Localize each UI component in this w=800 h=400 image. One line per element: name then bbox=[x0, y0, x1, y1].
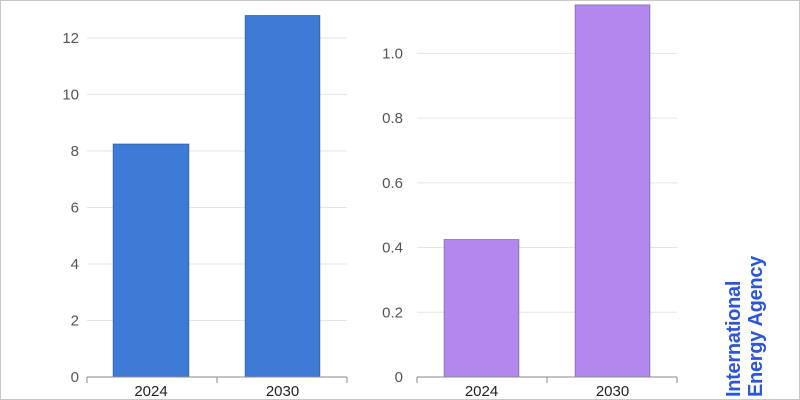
chart-1-x-tick-label: 2024 bbox=[134, 383, 167, 400]
chart-1-bar-2024 bbox=[112, 143, 190, 378]
chart-2: 0 0.2 0.4 0.6 0.8 1.0 2024 2030 bbox=[382, 4, 678, 400]
chart-1-y-tick-label: 10 bbox=[62, 86, 79, 103]
chart-1-bar-2030 bbox=[244, 14, 321, 378]
chart-1-y-tick-label: 12 bbox=[62, 30, 79, 47]
iea-logo: International Energy Agency bbox=[719, 247, 775, 397]
chart-1-y-tick-label: 2 bbox=[71, 312, 79, 329]
logo-line-1: International bbox=[723, 280, 745, 397]
chart-2-y-tick-label: 1.0 bbox=[382, 45, 403, 62]
chart-2-x-tick-label: 2030 bbox=[596, 383, 629, 400]
chart-2-y-tick-label: 0 bbox=[395, 369, 403, 386]
chart-2-bar-2024 bbox=[443, 239, 520, 378]
chart-1-y-tick-label: 4 bbox=[71, 256, 79, 273]
chart-1-y-tick-label: 6 bbox=[71, 199, 79, 216]
chart-1-y-tick-label: 0 bbox=[71, 369, 79, 386]
chart-1: 0 2 4 6 8 10 12 2024 2030 bbox=[62, 14, 348, 400]
chart-2-bar-2030 bbox=[574, 4, 651, 378]
chart-2-y-tick-label: 0.8 bbox=[382, 110, 403, 127]
chart-1-x-tick-label: 2030 bbox=[266, 383, 299, 400]
chart-2-y-tick-label: 0.2 bbox=[382, 304, 403, 321]
chart-1-y-tick-label: 8 bbox=[71, 143, 79, 160]
chart-2-y-tick-label: 0.4 bbox=[382, 240, 403, 257]
chart-2-x-tick-label: 2024 bbox=[465, 383, 498, 400]
logo-line-2: Energy Agency bbox=[745, 256, 767, 397]
chart-2-y-tick-label: 0.6 bbox=[382, 175, 403, 192]
